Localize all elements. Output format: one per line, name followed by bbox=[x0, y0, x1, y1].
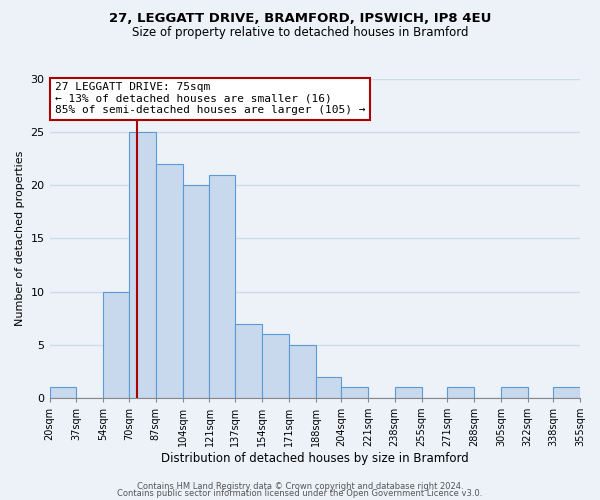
Bar bbox=[235, 324, 262, 398]
Bar bbox=[447, 388, 474, 398]
Bar bbox=[341, 388, 368, 398]
Text: Size of property relative to detached houses in Bramford: Size of property relative to detached ho… bbox=[132, 26, 468, 39]
Bar bbox=[50, 388, 76, 398]
Text: Contains HM Land Registry data © Crown copyright and database right 2024.: Contains HM Land Registry data © Crown c… bbox=[137, 482, 463, 491]
Bar bbox=[262, 334, 289, 398]
Y-axis label: Number of detached properties: Number of detached properties bbox=[15, 151, 25, 326]
Bar bbox=[553, 388, 580, 398]
Bar bbox=[289, 345, 316, 398]
Bar bbox=[129, 132, 155, 398]
Text: 27 LEGGATT DRIVE: 75sqm
← 13% of detached houses are smaller (16)
85% of semi-de: 27 LEGGATT DRIVE: 75sqm ← 13% of detache… bbox=[55, 82, 365, 116]
X-axis label: Distribution of detached houses by size in Bramford: Distribution of detached houses by size … bbox=[161, 452, 469, 465]
Bar bbox=[182, 186, 209, 398]
Text: Contains public sector information licensed under the Open Government Licence v3: Contains public sector information licen… bbox=[118, 490, 482, 498]
Bar bbox=[103, 292, 129, 398]
Text: 27, LEGGATT DRIVE, BRAMFORD, IPSWICH, IP8 4EU: 27, LEGGATT DRIVE, BRAMFORD, IPSWICH, IP… bbox=[109, 12, 491, 26]
Bar bbox=[316, 376, 341, 398]
Bar bbox=[209, 174, 235, 398]
Bar bbox=[501, 388, 528, 398]
Bar bbox=[395, 388, 422, 398]
Bar bbox=[155, 164, 182, 398]
